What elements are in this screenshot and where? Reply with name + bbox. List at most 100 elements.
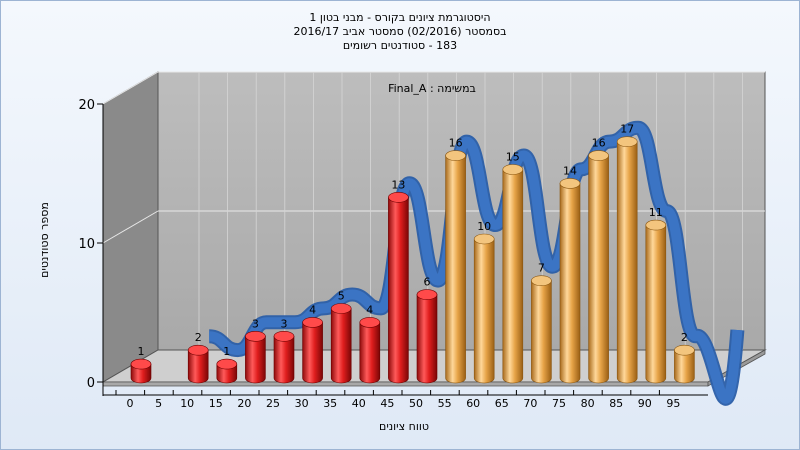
- bar-top: [645, 219, 667, 231]
- x-tick-label: 20: [237, 397, 251, 410]
- bar-body: [674, 349, 695, 384]
- histogram-bar: 16: [445, 137, 466, 384]
- bar-top: [473, 233, 495, 245]
- histogram-bar: 1: [216, 345, 238, 384]
- chart-titles: היסטוגרמת ציונים בקורס - מבני בטון 1 בסמ…: [0, 11, 800, 53]
- bar-body: [130, 363, 152, 384]
- histogram-bar: 3: [245, 317, 266, 384]
- bar-value-label: 7: [538, 262, 545, 275]
- bar-body: [388, 197, 409, 384]
- x-tick-label: 45: [380, 397, 394, 410]
- x-tick-label: 50: [409, 397, 423, 410]
- bar-top: [359, 317, 381, 328]
- curve-ribbon: [208, 122, 743, 404]
- histogram-bar: 3: [273, 317, 295, 384]
- x-tick-label: 80: [581, 397, 595, 410]
- bar-top: [302, 317, 323, 328]
- x-tick-label: 30: [295, 397, 309, 410]
- chart-annotation: במשימה : Final_A: [388, 82, 476, 95]
- bar-body: [559, 183, 581, 384]
- bar-value-label: 2: [681, 331, 688, 344]
- x-tick-label: 35: [323, 397, 337, 410]
- histogram-bar: 7: [531, 262, 552, 384]
- histogram-bar: 15: [502, 151, 524, 384]
- bar-top: [445, 150, 466, 161]
- bar-body: [473, 238, 495, 384]
- distribution-curve: [208, 120, 745, 406]
- bar-value-label: 4: [366, 303, 373, 316]
- y-axis-title: מספר סטודנטים: [38, 202, 51, 278]
- x-tick-label: 90: [638, 397, 652, 410]
- bar-top: [674, 344, 695, 356]
- bar-body: [216, 363, 238, 384]
- bar-body: [359, 322, 381, 384]
- bar-top: [559, 178, 581, 189]
- grid-line-left: [102, 210, 159, 244]
- x-axis-title: טווח ציונים: [379, 420, 429, 433]
- histogram-bar: 1: [130, 345, 152, 384]
- bar-top: [216, 358, 238, 370]
- bar-body: [445, 155, 466, 384]
- bar-value-label: 3: [252, 317, 259, 330]
- x-tick-label: 40: [352, 397, 366, 410]
- bar-body: [645, 224, 667, 384]
- bar-value-label: 14: [563, 164, 577, 177]
- bar-body: [273, 336, 295, 384]
- x-tick-label: 70: [523, 397, 537, 410]
- bar-top: [273, 330, 295, 342]
- bar-top: [245, 330, 266, 342]
- bar-body: [588, 155, 609, 384]
- x-tick-label: 65: [495, 397, 509, 410]
- histogram-bar: 2: [187, 331, 209, 384]
- bar-value-label: 10: [477, 220, 491, 233]
- histogram-bar: 4: [359, 303, 381, 384]
- bar-top: [130, 358, 152, 370]
- y-tick-label: 0: [87, 376, 95, 391]
- bar-value-label: 16: [592, 137, 606, 150]
- bar-top: [416, 289, 438, 300]
- bar-body: [502, 169, 524, 384]
- histogram-bar: 17: [616, 123, 638, 384]
- y-axis: 0 10 20: [78, 98, 104, 396]
- x-tick-label: 25: [266, 397, 280, 410]
- x-axis: 0 5 10 15 20 25 30 35 40 45 50 55 60 65 70 75 80 85 90 95: [103, 390, 708, 410]
- bar-top: [616, 136, 638, 147]
- bar-top: [330, 303, 352, 314]
- bar-value-label: 5: [338, 290, 345, 303]
- x-tick-label: 55: [438, 397, 452, 410]
- histogram-bar: 13: [388, 178, 409, 384]
- bar-value-label: 16: [449, 137, 463, 150]
- bar-body: [302, 322, 323, 384]
- bar-value-label: 1: [138, 345, 145, 358]
- x-tick-label: 60: [466, 397, 480, 410]
- histogram-bar: 10: [473, 220, 495, 384]
- y-tick-label: 10: [78, 237, 95, 252]
- bar-value-label: 13: [391, 178, 405, 191]
- histogram-bar: 6: [416, 276, 438, 384]
- bar-value-label: 11: [649, 206, 663, 219]
- bar-value-label: 3: [281, 317, 288, 330]
- bar-top: [588, 150, 609, 161]
- bar-value-label: 4: [309, 303, 316, 316]
- bar-body: [416, 294, 438, 384]
- bar-body: [187, 349, 209, 384]
- x-tick-label: 0: [127, 397, 134, 410]
- bar-body: [330, 308, 352, 384]
- histogram-bar: 4: [302, 303, 323, 384]
- bar-value-label: 6: [424, 276, 431, 289]
- bar-top: [187, 344, 209, 356]
- chart-title-line-1: היסטוגרמת ציונים בקורס - מבני בטון 1: [309, 11, 491, 24]
- y-tick-label: 20: [78, 98, 95, 113]
- x-tick-label: 15: [209, 397, 223, 410]
- bar-value-label: 17: [620, 123, 634, 136]
- histogram-bar: 11: [645, 206, 667, 384]
- bar-value-label: 2: [195, 331, 202, 344]
- histogram-bar: 14: [559, 164, 581, 384]
- x-tick-label: 75: [552, 397, 566, 410]
- x-tick-label: 10: [180, 397, 194, 410]
- bar-value-label: 15: [506, 151, 520, 164]
- bar-top: [388, 192, 409, 203]
- bar-top: [531, 275, 552, 287]
